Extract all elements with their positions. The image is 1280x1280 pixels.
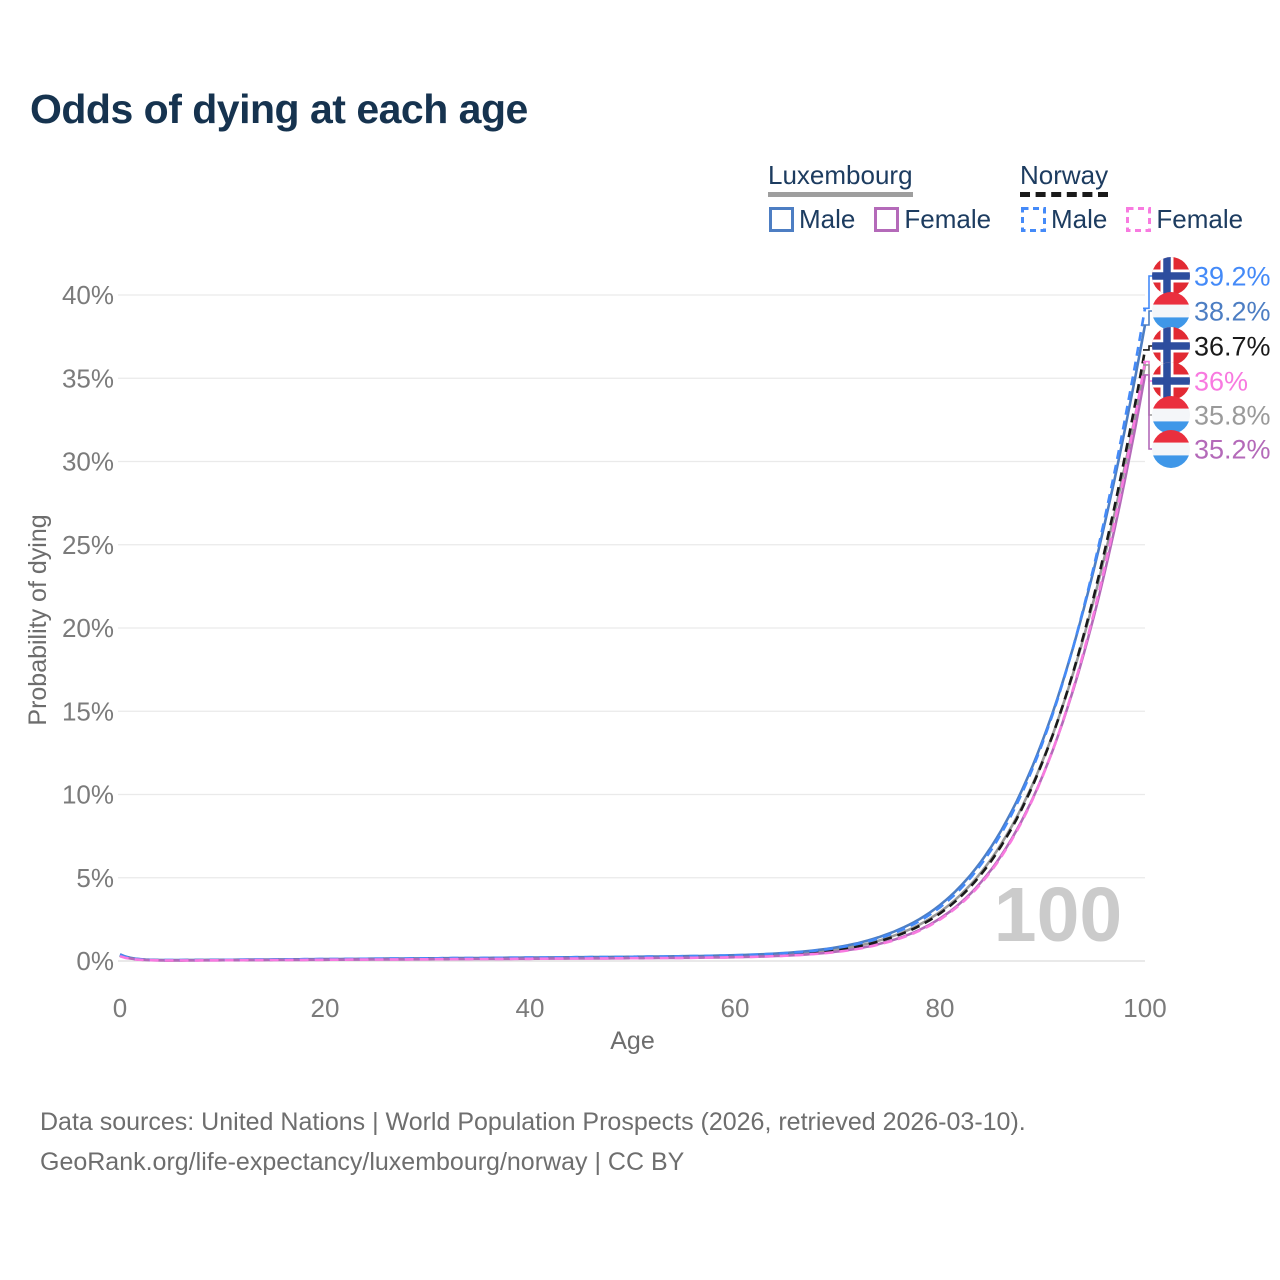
y-tick-label: 5%: [76, 863, 114, 893]
y-tick-label: 15%: [62, 696, 114, 726]
x-tick-label: 20: [311, 993, 340, 1023]
x-tick-label: 100: [1123, 993, 1166, 1023]
page-title: Odds of dying at each age: [30, 86, 528, 132]
series-line-norway-female: [119, 361, 1147, 962]
legend-group-norway: Norway Male Female: [1020, 160, 1243, 235]
legend-label: Female: [1156, 203, 1244, 234]
solid-square-swatch-icon: [769, 206, 794, 232]
legend-label: Male: [799, 203, 856, 234]
solid-square-swatch-icon: [874, 206, 900, 232]
x-tick-label: 0: [113, 993, 127, 1023]
norway-flag-icon: [1152, 362, 1190, 400]
legend-group-luxembourg: Luxembourg Male Female: [768, 160, 991, 235]
dashed-square-swatch-icon: [1021, 206, 1046, 232]
y-tick-label: 10%: [62, 780, 114, 810]
legend-country-norway: Norway: [1020, 160, 1109, 197]
y-tick-label: 35%: [62, 363, 114, 393]
y-tick-label: 30%: [62, 447, 114, 477]
x-tick-label: 80: [926, 993, 955, 1023]
y-tick-label: 40%: [62, 280, 114, 310]
luxembourg-flag-icon: [1152, 430, 1190, 468]
legend-country-luxembourg: Luxembourg: [768, 160, 913, 197]
legend-item-luxembourg-female[interactable]: Female: [873, 204, 991, 235]
y-tick-label: 25%: [62, 530, 114, 560]
leader-line: [1143, 374, 1152, 450]
legend-item-norway-female[interactable]: Female: [1125, 204, 1243, 235]
legend-label: Female: [904, 203, 992, 234]
y-tick-label: 20%: [62, 613, 114, 643]
end-value-label: 36.7%: [1194, 332, 1271, 362]
dashed-square-swatch-icon: [1126, 206, 1152, 232]
legend-label: Male: [1051, 203, 1108, 234]
x-axis-title: Age: [610, 1027, 654, 1055]
leader-line: [1143, 275, 1152, 310]
end-value-label: 39.2%: [1194, 262, 1271, 292]
end-value-label: 35.2%: [1194, 435, 1271, 465]
y-axis-title: Probability of dying: [24, 514, 52, 725]
norway-flag-icon: [1152, 257, 1190, 295]
leader-line: [1143, 310, 1152, 326]
data-sources-text: Data sources: United Nations | World Pop…: [40, 1108, 1026, 1136]
legend-item-norway-male[interactable]: Male: [1020, 204, 1107, 235]
legend-item-luxembourg-male[interactable]: Male: [768, 204, 855, 235]
x-tick-label: 40: [516, 993, 545, 1023]
norway-flag-icon: [1152, 327, 1190, 365]
x-tick-label: 60: [721, 993, 750, 1023]
leader-line: [1143, 345, 1152, 351]
end-value-label: 36%: [1194, 367, 1248, 397]
series-line-luxembourg-female: [119, 374, 1147, 962]
luxembourg-flag-icon: [1152, 292, 1190, 330]
watermark-100: 100: [994, 872, 1122, 958]
end-value-label: 35.8%: [1194, 401, 1271, 431]
series-line-luxembourg-male: [119, 324, 1147, 962]
end-value-label: 38.2%: [1194, 297, 1271, 327]
luxembourg-flag-icon: [1152, 396, 1190, 434]
y-tick-label: 0%: [76, 946, 114, 976]
attribution-text: GeoRank.org/life-expectancy/luxembourg/n…: [40, 1148, 685, 1176]
